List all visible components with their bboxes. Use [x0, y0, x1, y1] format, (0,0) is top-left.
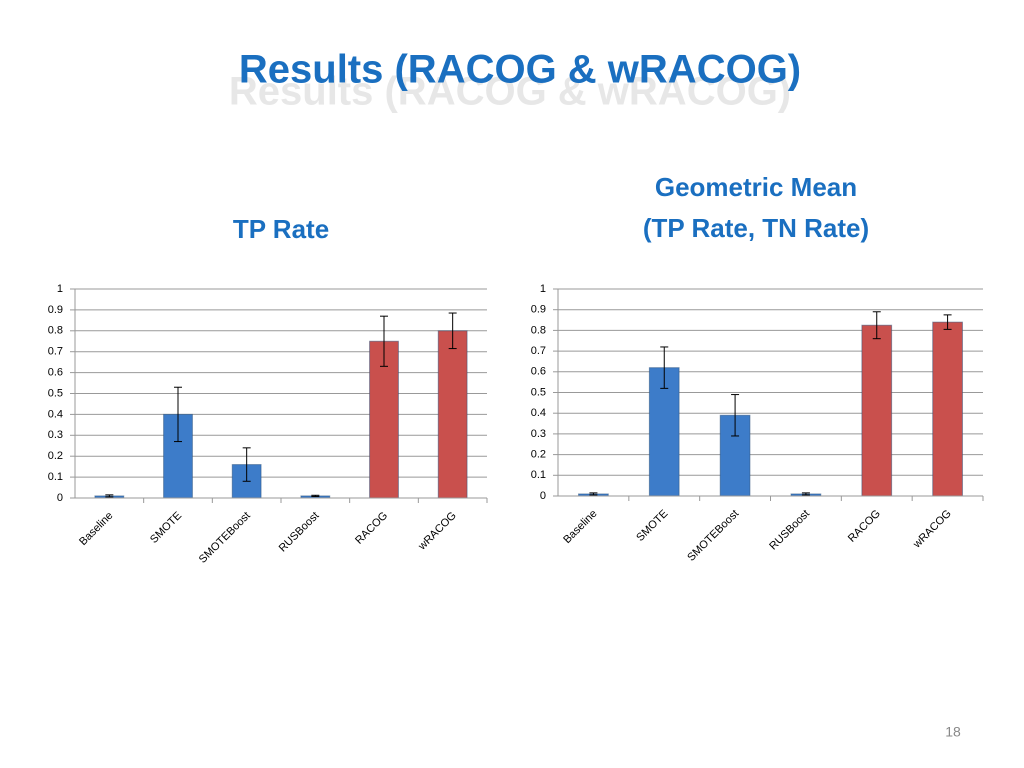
y-tick-label: 1: [540, 283, 546, 295]
y-tick-label: 0.1: [531, 469, 546, 481]
chart-title: TP Rate: [233, 214, 329, 244]
y-tick-label: 0.3: [48, 429, 63, 441]
x-tick-label: RACOG: [846, 508, 883, 545]
bar: [648, 367, 680, 497]
y-tick-label: 0.2: [48, 450, 63, 462]
x-tick-label: SMOTE: [148, 510, 184, 546]
y-tick-label: 0.9: [48, 304, 63, 316]
slide-title-shadow: Results (RACOG & wRACOG): [229, 70, 791, 114]
x-tick-label: SMOTEBoost: [197, 510, 253, 566]
y-tick-label: 0.5: [48, 387, 63, 399]
x-tick-label: Baseline: [561, 508, 599, 546]
y-tick-label: 0: [57, 492, 63, 504]
x-tick-label: RUSBoost: [277, 510, 322, 555]
x-tick-label: SMOTEBoost: [685, 508, 741, 564]
y-tick-label: 0.4: [48, 408, 63, 420]
y-tick-label: 0.9: [531, 304, 546, 316]
y-tick-label: 0.1: [48, 471, 63, 483]
y-tick-label: 0.6: [48, 367, 63, 379]
x-tick-label: Baseline: [77, 510, 115, 548]
y-tick-label: 1: [57, 283, 63, 295]
x-tick-label: wRACOG: [416, 510, 459, 553]
y-tick-label: 0.7: [48, 346, 63, 358]
y-tick-label: 0.7: [531, 345, 546, 357]
y-tick-label: 0.3: [531, 428, 546, 440]
chart-title: (TP Rate, TN Rate): [643, 213, 869, 243]
bar: [861, 324, 893, 497]
page-number: 18: [945, 724, 961, 740]
y-tick-label: 0.6: [531, 366, 546, 378]
y-tick-label: 0.8: [48, 325, 63, 337]
bar: [369, 340, 399, 499]
y-tick-label: 0.2: [531, 449, 546, 461]
y-tick-label: 0: [540, 490, 546, 502]
slide-title: Results (RACOG & wRACOG): [239, 48, 801, 92]
x-tick-label: RUSBoost: [767, 508, 812, 553]
y-tick-label: 0.5: [531, 386, 546, 398]
x-tick-label: SMOTE: [634, 508, 670, 544]
x-tick-label: wRACOG: [910, 508, 953, 551]
x-tick-label: RACOG: [353, 510, 390, 547]
bar: [437, 330, 468, 499]
y-tick-label: 0.8: [531, 324, 546, 336]
bar: [932, 321, 963, 497]
chart-title: Geometric Mean: [655, 172, 857, 202]
y-tick-label: 0.4: [531, 407, 546, 419]
